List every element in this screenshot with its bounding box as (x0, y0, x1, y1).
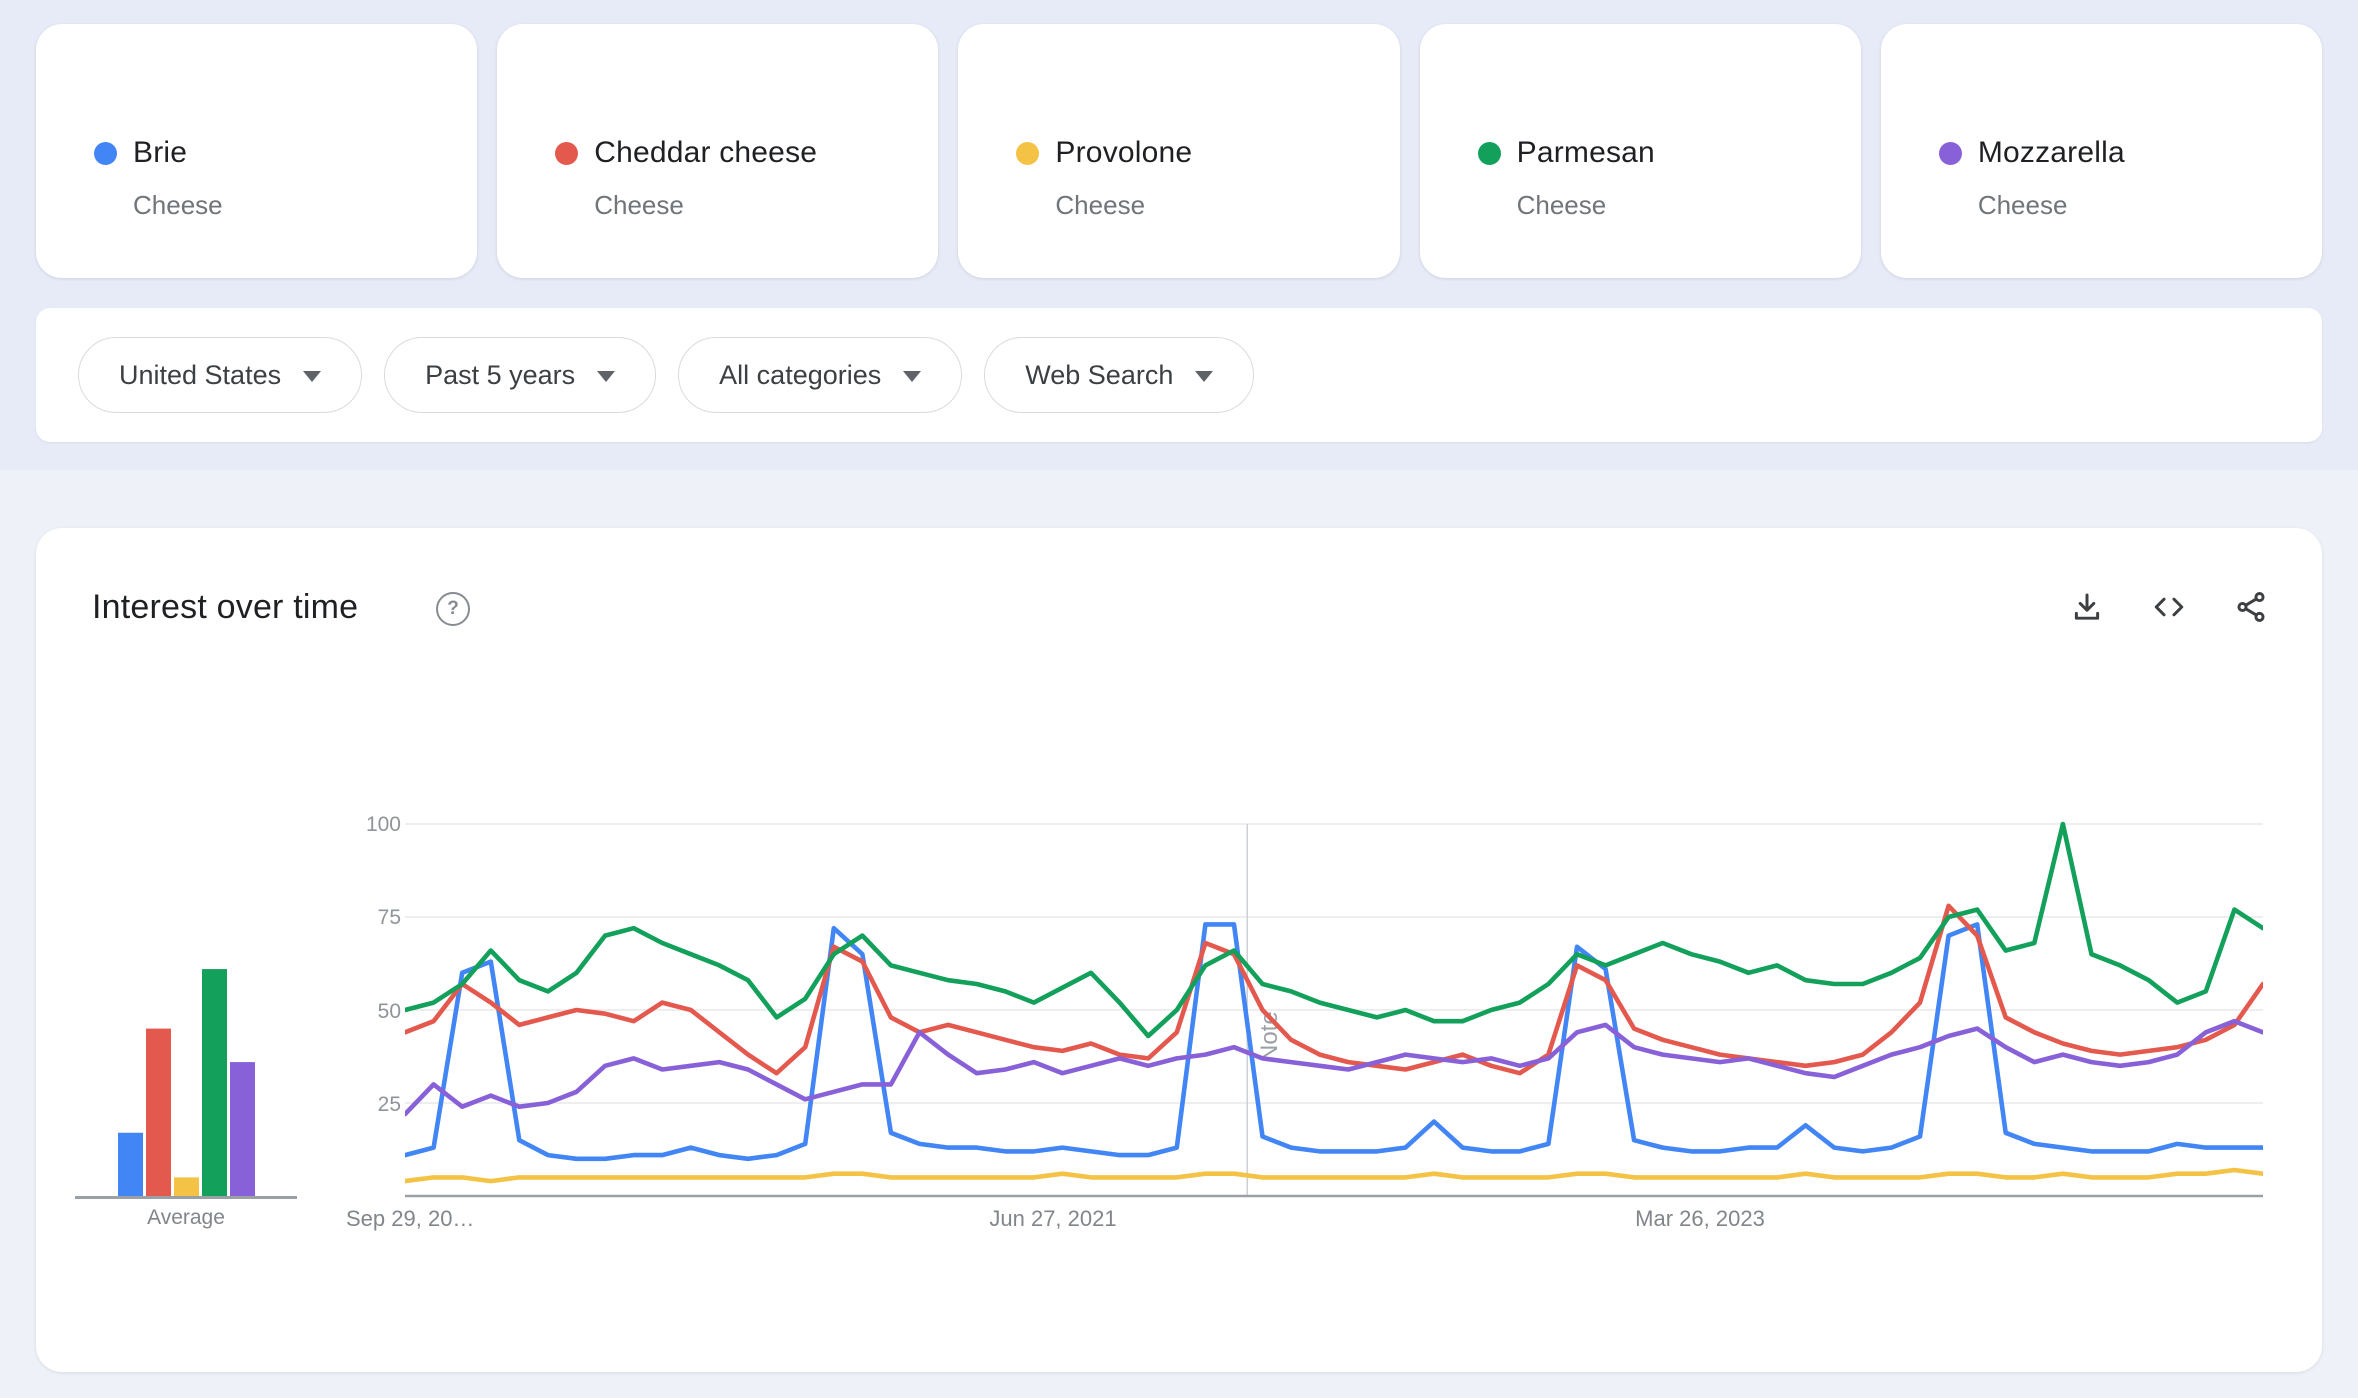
term-category: Cheese (133, 190, 223, 220)
parmesan-color-dot-icon (1477, 141, 1501, 165)
category-filter-dropdown[interactable]: All categories (678, 337, 963, 413)
term-category: Cheese (1977, 190, 2068, 220)
search-type-filter-dropdown[interactable]: Web Search (984, 337, 1255, 413)
term-card-cheddar[interactable]: Cheddar cheese Cheese (497, 24, 939, 278)
time-range-filter-dropdown[interactable]: Past 5 years (384, 337, 657, 413)
y-tick-25: 25 (377, 1093, 401, 1116)
term-category: Cheese (594, 190, 684, 220)
term-card-brie[interactable]: Brie Cheese (36, 24, 478, 278)
term-title: Parmesan (1516, 136, 1655, 169)
term-card-mozzarella[interactable]: Mozzarella Cheese (1880, 24, 2323, 278)
term-card-provolone[interactable]: Provolone Cheese (958, 24, 1400, 278)
term-title: Cheddar cheese (594, 136, 818, 169)
term-cards-row: Brie Cheese Cheddar cheese Cheese Provol… (36, 24, 2323, 278)
term-title: Provolone (1055, 136, 1193, 169)
term-title: Brie (133, 136, 188, 169)
time-range-filter-label: Past 5 years (425, 359, 576, 390)
x-tick-late: Mar 26, 2023 (1635, 1206, 1765, 1231)
provolone-color-dot-icon (1016, 141, 1040, 165)
chevron-down-icon (903, 371, 922, 382)
line-mozzarella (405, 1018, 2263, 1117)
avg-bar-provolone (174, 1177, 199, 1196)
region-filter-dropdown[interactable]: United States (78, 337, 363, 413)
y-tick-50: 50 (377, 1000, 401, 1023)
help-icon[interactable]: ? (436, 592, 470, 626)
average-axis-line (75, 1196, 297, 1199)
avg-bar-brie (118, 1132, 143, 1196)
line-brie (405, 922, 2263, 1162)
x-tick-mid: Jun 27, 2021 (989, 1206, 1117, 1231)
mozzarella-color-dot-icon (1938, 141, 1962, 165)
term-category: Cheese (1055, 190, 1146, 220)
interest-line-chart[interactable]: Note (405, 818, 2263, 1199)
avg-bar-parmesan (202, 969, 227, 1196)
y-tick-75: 75 (377, 906, 401, 929)
brie-color-dot-icon (94, 141, 117, 165)
category-filter-label: All categories (719, 359, 882, 390)
average-bar-chart[interactable] (118, 818, 258, 1196)
line-cheddar-cheese (405, 903, 2263, 1076)
embed-code-icon[interactable] (2150, 588, 2188, 626)
term-category: Cheese (1516, 190, 1607, 220)
y-tick-100: 100 (365, 813, 401, 836)
chevron-down-icon (1195, 371, 1214, 382)
interest-over-time-panel: Interest over time ? (36, 528, 2322, 1372)
cheddar-color-dot-icon (555, 141, 579, 165)
line-provolone (405, 1167, 2263, 1184)
region-filter-label: United States (119, 359, 282, 390)
filter-bar: United States Past 5 years All categorie… (36, 308, 2322, 442)
chevron-down-icon (597, 371, 616, 382)
x-tick-start: Sep 29, 20… (346, 1206, 475, 1231)
average-axis-label: Average (147, 1206, 225, 1229)
panel-actions (2068, 588, 2270, 626)
line-parmesan (405, 821, 2263, 1039)
download-icon[interactable] (2068, 588, 2106, 626)
avg-bar-mozzarella (230, 1062, 255, 1196)
search-type-filter-label: Web Search (1025, 359, 1174, 390)
share-icon[interactable] (2232, 588, 2270, 626)
chevron-down-icon (303, 371, 322, 382)
avg-bar-cheddar-cheese (146, 1028, 171, 1196)
panel-title: Interest over time (92, 588, 359, 626)
term-card-parmesan[interactable]: Parmesan Cheese (1419, 24, 1861, 278)
term-title: Mozzarella (1977, 136, 2125, 169)
